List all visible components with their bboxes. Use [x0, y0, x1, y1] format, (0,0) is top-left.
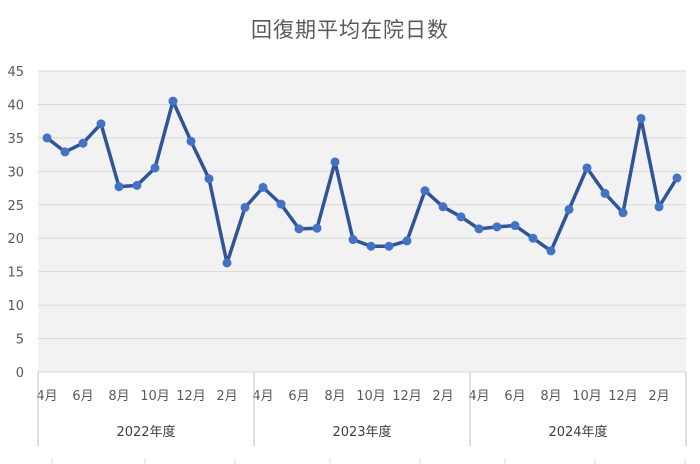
x-tick-label: 8月	[324, 389, 345, 404]
data-point	[492, 222, 502, 232]
data-point	[420, 186, 430, 196]
y-tick-label: 25	[7, 199, 24, 214]
y-tick-label: 5	[16, 333, 24, 348]
data-point	[150, 163, 160, 173]
x-tick-label: 12月	[608, 389, 638, 404]
y-tick-label: 15	[7, 266, 24, 281]
data-point	[636, 113, 646, 123]
data-point	[366, 241, 376, 251]
x-tick-label: 12月	[392, 389, 422, 404]
data-point	[564, 204, 574, 214]
data-point	[330, 157, 340, 167]
y-tick-label: 0	[16, 366, 24, 381]
y-tick-label: 20	[7, 232, 24, 247]
data-point	[438, 202, 448, 212]
y-tick-label: 30	[7, 165, 24, 180]
x-tick-label: 6月	[288, 389, 309, 404]
group-label: 2023年度	[332, 424, 391, 440]
data-point	[582, 163, 592, 173]
data-point	[654, 202, 664, 212]
data-point	[168, 96, 178, 106]
x-tick-label: 10月	[572, 389, 602, 404]
data-point	[402, 236, 412, 246]
y-tick-label: 10	[7, 299, 24, 314]
x-tick-label: 2月	[648, 389, 669, 404]
data-point	[132, 180, 142, 190]
x-tick-label: 6月	[72, 389, 93, 404]
data-point	[258, 182, 268, 192]
data-point	[456, 212, 466, 222]
data-point	[618, 208, 628, 218]
data-point	[276, 199, 286, 209]
y-tick-label: 40	[7, 98, 24, 113]
data-point	[60, 147, 70, 157]
y-tick-label: 35	[7, 132, 24, 147]
data-point	[96, 119, 106, 129]
x-tick-label: 10月	[356, 389, 386, 404]
data-point	[510, 221, 520, 231]
data-point	[78, 138, 88, 148]
x-tick-label: 8月	[540, 389, 561, 404]
x-tick-label: 12月	[176, 389, 206, 404]
data-point	[114, 182, 124, 192]
data-point	[600, 188, 610, 198]
data-point	[348, 235, 358, 245]
x-tick-label: 6月	[504, 389, 525, 404]
x-tick-label: 10月	[140, 389, 170, 404]
data-point	[294, 224, 304, 234]
x-tick-label: 4月	[252, 389, 273, 404]
x-tick-label: 4月	[468, 389, 489, 404]
x-tick-label: 2月	[432, 389, 453, 404]
data-point	[528, 233, 538, 243]
data-point	[474, 224, 484, 234]
data-point	[204, 174, 214, 184]
x-tick-label: 8月	[108, 389, 129, 404]
data-point	[384, 241, 394, 251]
data-point	[42, 133, 52, 143]
data-point	[222, 258, 232, 268]
data-point	[312, 223, 322, 233]
plot-area	[38, 71, 686, 372]
group-label: 2024年度	[548, 424, 607, 440]
group-label: 2022年度	[116, 424, 175, 440]
data-point	[186, 136, 196, 146]
x-tick-label: 4月	[36, 389, 57, 404]
y-tick-label: 45	[7, 65, 24, 80]
data-point	[240, 202, 250, 212]
data-point	[546, 246, 556, 256]
x-tick-label: 2月	[216, 389, 237, 404]
data-point	[672, 173, 682, 183]
chart-title: 回復期平均在院日数	[251, 18, 449, 42]
